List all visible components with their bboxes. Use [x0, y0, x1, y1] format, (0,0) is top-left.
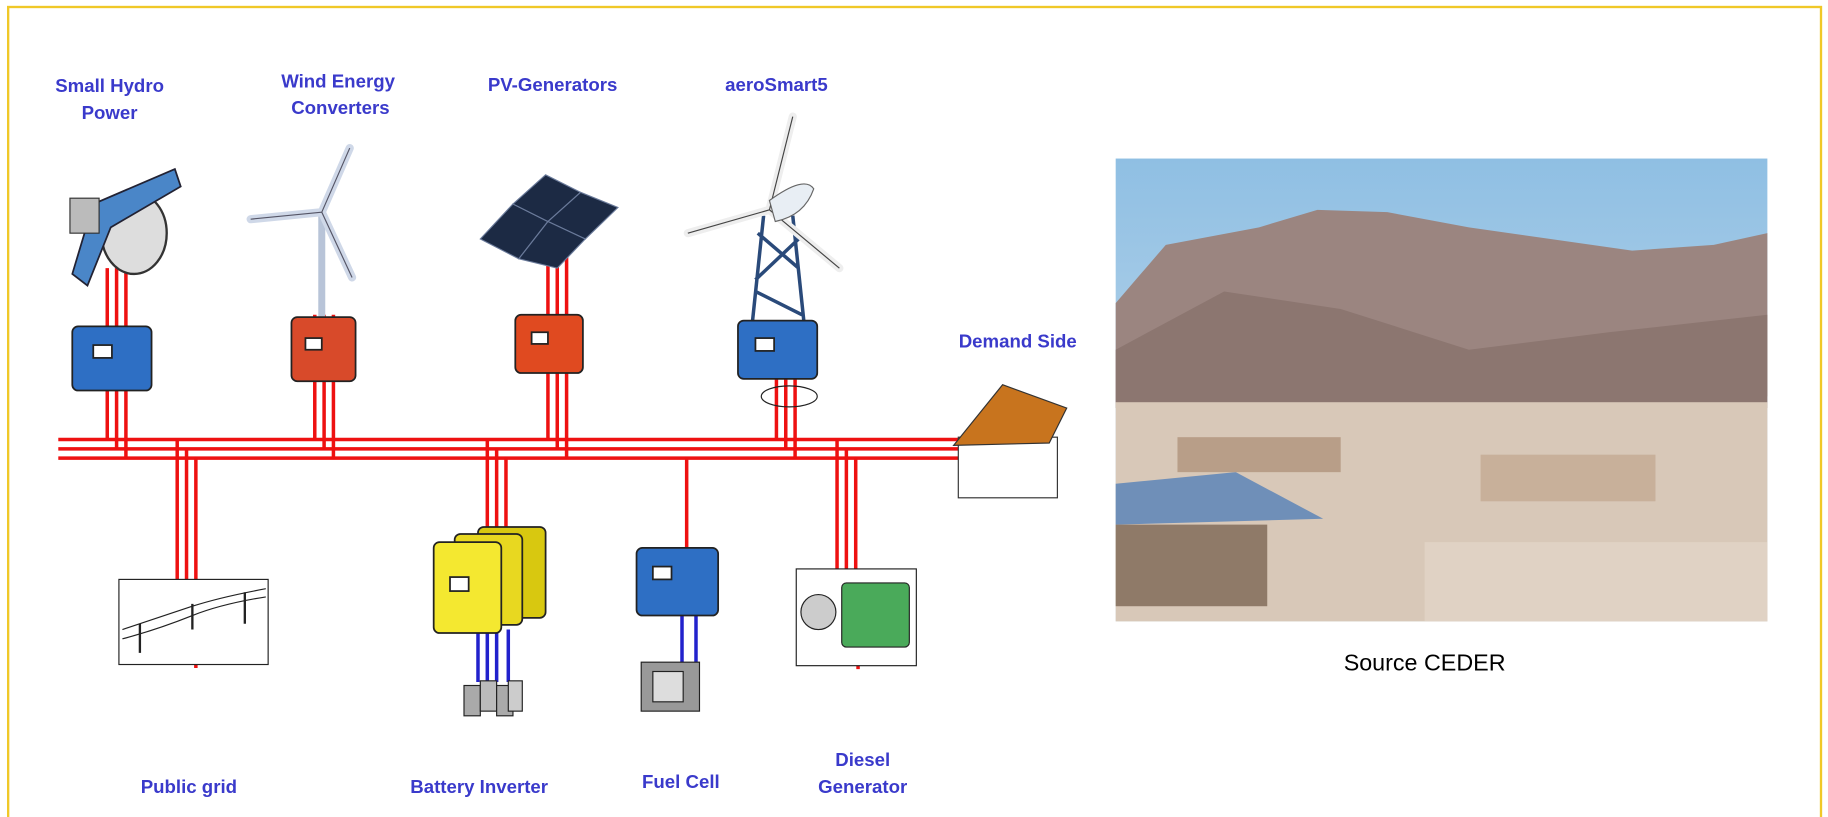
hydro-turbine	[69, 167, 182, 288]
node-label: Diesel	[835, 749, 890, 770]
frame-border	[6, 5, 1823, 817]
wind-turbine	[246, 143, 357, 318]
storage	[463, 661, 701, 717]
node-label: Power	[82, 102, 138, 123]
aerosmart-turbine	[683, 112, 844, 408]
photo-caption: Source CEDER	[1344, 649, 1506, 675]
node-label: aeroSmart5	[725, 74, 828, 95]
node-label: PV-Generators	[488, 74, 618, 95]
node-label: Wind Energy	[281, 70, 395, 91]
inverters	[71, 313, 819, 634]
node-label: Small Hydro	[55, 75, 164, 96]
node-label: Fuel Cell	[642, 771, 720, 792]
pv-panels	[479, 174, 619, 269]
photo	[1115, 158, 1768, 622]
node-label: Generator	[818, 776, 907, 797]
node-label: Battery Inverter	[410, 776, 548, 797]
node-label: Demand Side	[959, 330, 1077, 351]
labels: Small Hydro Power Wind Energy Converters…	[55, 70, 1505, 796]
house	[952, 384, 1068, 499]
diesel-icon	[795, 568, 917, 667]
node-label: Converters	[291, 97, 389, 118]
public-grid-icon	[118, 578, 269, 666]
node-label: Public grid	[141, 776, 237, 797]
